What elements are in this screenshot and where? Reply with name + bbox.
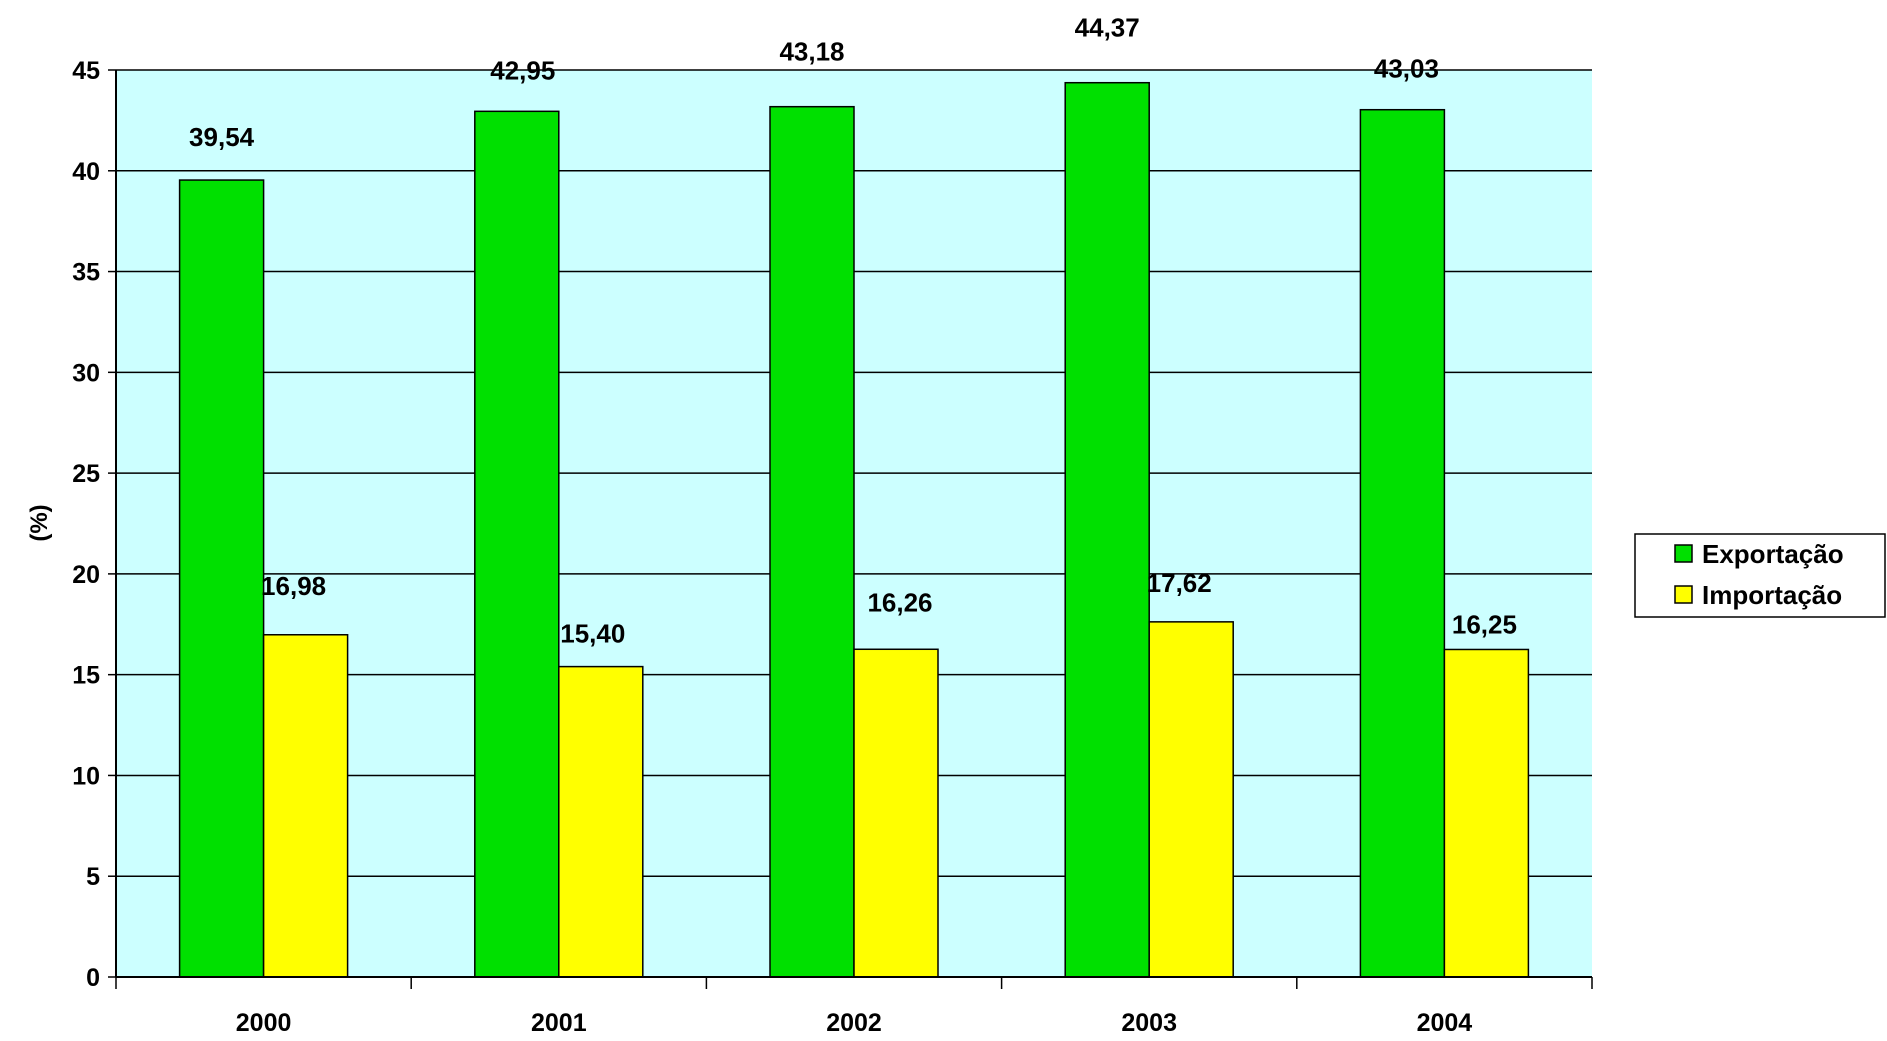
legend: Exportação Importação (1634, 533, 1886, 618)
bar-importacao (1443, 648, 1530, 978)
data-label-exportacao: 42,95 (490, 55, 555, 85)
data-label-importacao: 16,25 (1452, 609, 1517, 639)
data-labels: 39,54 42,95 43,18 44,37 43,03 16,98 15,40 16,26… (189, 13, 1517, 649)
y-tick-label: 45 (72, 57, 100, 85)
data-label-exportacao: 44,37 (1075, 13, 1140, 43)
bars (178, 81, 1530, 978)
bar-exportacao (1064, 81, 1150, 978)
y-tick-label: 40 (72, 158, 100, 186)
data-label-exportacao: 43,18 (779, 37, 844, 67)
bar-importacao (262, 634, 349, 978)
legend-label-exportacao: Exportação (1702, 539, 1844, 569)
y-tick-label: 35 (72, 259, 100, 287)
y-tick-label: 0 (86, 964, 100, 992)
x-tick-label: 2003 (1121, 1009, 1177, 1036)
legend-label-importacao: Importação (1702, 580, 1842, 610)
y-tick-label: 5 (86, 863, 100, 891)
legend-swatch-importacao (1674, 585, 1693, 604)
bar-importacao (558, 665, 644, 978)
data-label-importacao: 17,62 (1147, 568, 1212, 598)
x-tick-label: 2004 (1417, 1009, 1473, 1036)
y-tick-label: 25 (72, 460, 100, 488)
data-label-importacao: 15,40 (560, 619, 625, 649)
data-label-exportacao: 43,03 (1374, 54, 1439, 84)
bar-exportacao (1359, 108, 1446, 978)
x-tick-label: 2002 (826, 1009, 882, 1036)
bar-importacao (1148, 621, 1234, 978)
bar-exportacao (178, 179, 265, 978)
y-axis-label: (%) (26, 504, 53, 541)
x-tick-label: 2001 (531, 1009, 587, 1036)
bar-importacao (853, 648, 939, 978)
data-label-exportacao: 39,54 (189, 122, 255, 152)
y-tick-label: 10 (72, 762, 100, 790)
y-tick-label: 15 (72, 662, 100, 690)
data-label-importacao: 16,98 (261, 571, 326, 601)
y-tick-label: 20 (72, 561, 100, 589)
axes: 0 5 10 15 20 25 30 35 40 45 2000 2001 2002 2003 2004 (72, 57, 1593, 1037)
legend-swatch-exportacao (1674, 544, 1693, 563)
data-label-importacao: 16,26 (867, 587, 932, 617)
y-tick-label: 30 (72, 359, 100, 387)
bar-exportacao (769, 105, 855, 978)
bar-exportacao (474, 110, 560, 978)
x-tick-label: 2000 (236, 1009, 292, 1036)
